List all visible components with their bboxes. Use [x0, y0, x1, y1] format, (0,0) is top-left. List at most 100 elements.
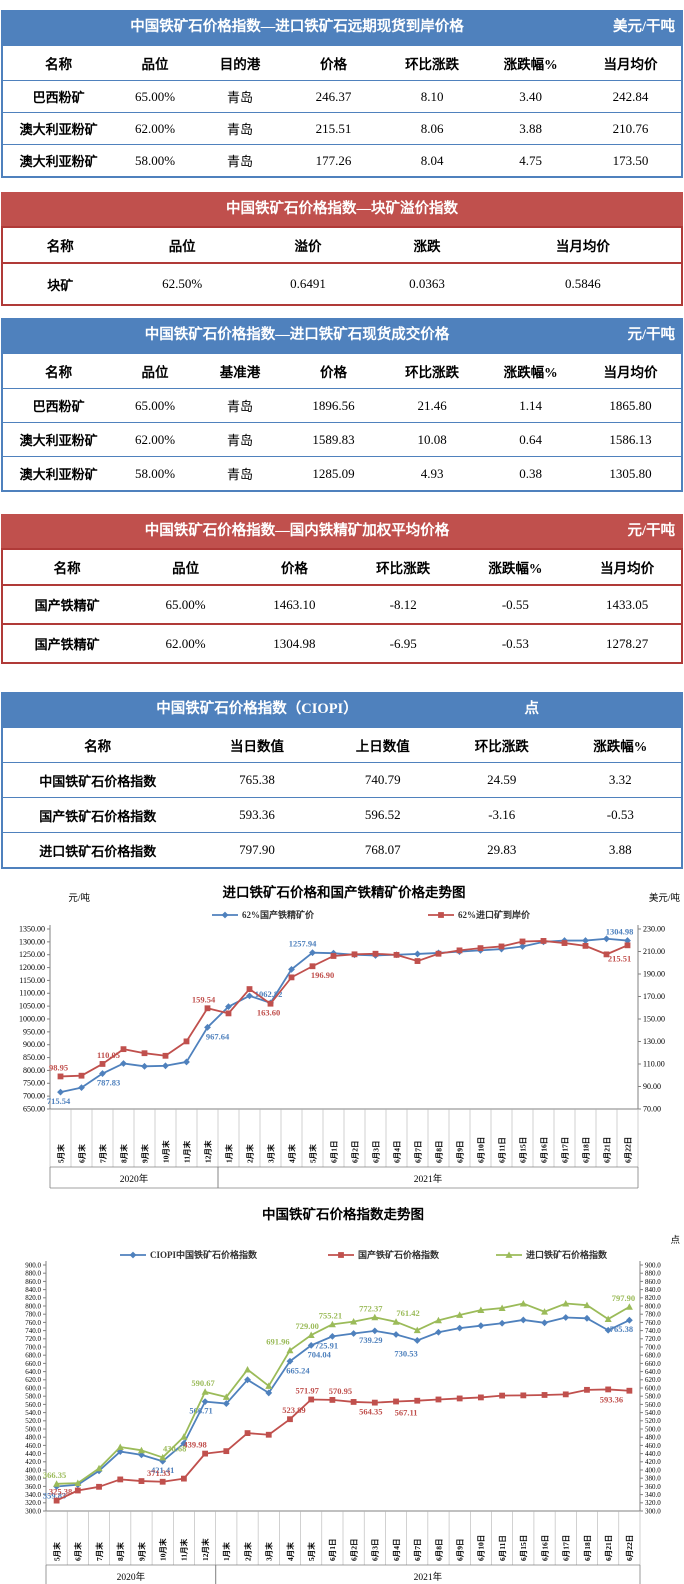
table-title: 中国铁矿石价格指数—进口铁矿石远期现货到岸价格: [130, 19, 464, 35]
value-cell: 3.88: [481, 112, 580, 145]
triangle-marker-icon: [413, 1326, 421, 1334]
table-row: 巴西粉矿 65.00% 青岛 246.37 8.10 3.40 242.84: [2, 80, 682, 113]
diamond-marker-icon: [583, 1314, 591, 1322]
left-axis-tick-label: 480.0: [25, 1434, 41, 1442]
right-axis-tick-label: 620.0: [645, 1376, 661, 1384]
right-axis-tick-label: 760.0: [645, 1319, 661, 1327]
square-marker-icon: [225, 1010, 232, 1017]
series-square: 325.38 371.33 439.98 523.89 571.97 570.95 564.…: [49, 1385, 633, 1504]
diamond-marker-icon: [225, 1003, 232, 1011]
triangle-marker-icon: [583, 1301, 591, 1309]
value-cell: 1896.56: [284, 388, 383, 423]
square-marker-icon: [96, 1483, 102, 1490]
data-point-label: 325.38: [49, 1487, 72, 1497]
data-table: 名称 当日数值 上日数值 环比涨跌 涨跌幅% 中国铁矿石价格指数 765.38 740.79 2…: [1, 726, 683, 869]
x-axis-category-label: 1月末: [221, 1542, 231, 1561]
chart-legend: CIOPI中国铁矿石价格指数 国产铁矿石价格指数 进口铁矿石价格指数: [120, 1249, 608, 1260]
column-header: 名称: [2, 227, 118, 264]
data-point-label: 755.21: [319, 1310, 342, 1320]
left-axis-tick-label: 650.00: [23, 1104, 45, 1113]
diamond-marker-icon: [604, 1326, 612, 1334]
square-marker-icon: [603, 951, 610, 958]
x-axis-category-label: 9月末: [139, 1144, 149, 1163]
diamond-marker-icon: [456, 1324, 464, 1332]
column-header: 涨跌幅%: [457, 549, 574, 586]
square-marker-icon: [265, 1431, 272, 1438]
value-cell: 65.00%: [114, 388, 196, 423]
x-axis-category-label: 6月4日: [392, 1539, 401, 1562]
x-axis-category-label: 6月末: [73, 1542, 83, 1561]
right-axis-tick-label: 500.0: [645, 1425, 661, 1433]
column-header: 上日数值: [321, 727, 444, 763]
left-axis-tick-label: 700.0: [25, 1343, 41, 1351]
square-marker-icon: [244, 1430, 251, 1436]
x-axis-category-label: 6月2日: [349, 1539, 358, 1562]
diamond-marker-icon: [328, 1332, 336, 1340]
table-row: 中国铁矿石价格指数 765.38 740.79 24.59 3.32: [2, 762, 682, 798]
right-axis-tick-label: 190.00: [643, 969, 665, 978]
x-axis-category-label: 8月末: [115, 1542, 125, 1561]
diamond-marker-icon: [603, 935, 610, 943]
x-axis-category-label: 6月22日: [625, 1535, 634, 1561]
column-header: 当月均价: [484, 227, 682, 264]
triangle-marker-icon: [477, 1306, 485, 1313]
table-unit: 美元/干吨: [612, 19, 675, 35]
value-cell: 62.00%: [165, 635, 206, 651]
square-marker-icon: [287, 1416, 293, 1423]
data-point-label: 366.35: [43, 1470, 66, 1480]
x-axis-category-label: 6月11日: [497, 1137, 506, 1163]
square-marker-icon: [78, 1072, 85, 1079]
left-axis-tick-label: 750.00: [23, 1079, 45, 1088]
data-table: 名称 品位 溢价 涨跌 当月均价 块矿 62.50% 0.6491 0.0363 0.5846: [1, 226, 683, 306]
diamond-marker-icon: [498, 1319, 506, 1327]
value-cell: 58.00%: [134, 465, 176, 481]
left-axis-tick-label: 420.0: [25, 1458, 41, 1466]
row-name-cell: 块矿: [47, 277, 74, 293]
left-axis-tick-label: 560.0: [25, 1401, 41, 1409]
value-cell: 1304.98: [273, 635, 316, 651]
x-axis-category-label: 2月末: [242, 1542, 252, 1561]
table-ciopi: 中国铁矿石价格指数（CIOPI）点名称 当日数值 上日数值 环比涨跌 涨跌幅% 中国铁矿石…: [1, 692, 683, 869]
data-point-label: 196.90: [311, 970, 334, 980]
value-cell: 10.08: [382, 422, 482, 457]
square-marker-icon: [393, 1398, 399, 1405]
left-axis-tick-label: 340.0: [25, 1491, 41, 1499]
table-title-bar: 中国铁矿石价格指数—国内铁精矿加权平均价格 元/干吨: [1, 514, 683, 548]
row-name-cell: 中国铁矿石价格指数: [2, 762, 193, 798]
column-header: 当日数值: [192, 727, 322, 763]
triangle-marker-icon: [180, 1433, 188, 1440]
square-marker-icon: [267, 1000, 274, 1007]
column-header: 基准港: [195, 353, 285, 389]
left-axis-tick-label: 360.0: [25, 1483, 41, 1491]
x-axis-category-label: 10月末: [160, 1140, 170, 1163]
row-name-cell: 澳大利亚粉矿: [2, 422, 115, 457]
square-marker-icon: [540, 938, 547, 944]
value-cell: 0.6491: [290, 276, 326, 291]
right-axis-tick-label: 360.0: [645, 1483, 661, 1491]
right-axis-tick-label: 660.0: [645, 1360, 661, 1368]
value-cell: 8.10: [382, 80, 482, 113]
triangle-marker-icon: [328, 1320, 336, 1328]
square-marker-icon: [477, 1394, 484, 1401]
x-axis-category-label: 6月9日: [455, 1539, 464, 1562]
value-cell: 0.38: [519, 465, 543, 481]
table-row: 国产铁精矿 62.00% 1304.98 -6.95 -0.53 1278.27: [2, 624, 682, 663]
left-axis-tick-label: 640.0: [25, 1368, 41, 1376]
right-axis-tick-label: 340.0: [645, 1491, 661, 1499]
right-axis-tick-label: 380.0: [645, 1475, 661, 1483]
triangle-marker-icon: [505, 1251, 513, 1258]
left-axis-tick-label: 1150.00: [19, 976, 45, 985]
value-cell: 青岛: [195, 80, 285, 113]
data-point-label: 359.83: [43, 1490, 66, 1500]
left-axis-tick-label: 400.0: [25, 1466, 41, 1474]
x-axis-category-label: 6月18日: [581, 1137, 590, 1163]
x-axis-category-label: 8月末: [118, 1144, 128, 1163]
value-cell: 青岛: [195, 388, 285, 423]
x-axis-category-label: 7月末: [97, 1144, 107, 1163]
table-spot: 中国铁矿石价格指数—进口铁矿石现货成交价格 元/干吨 名称 品位 基准港 价格 环比涨跌 涨跌…: [1, 318, 683, 492]
x-axis-category-label: 4月末: [285, 1542, 295, 1561]
triangle-marker-icon: [562, 1299, 570, 1307]
x-axis-category-label: 11月末: [181, 1140, 191, 1163]
triangle-marker-icon: [201, 1388, 209, 1395]
